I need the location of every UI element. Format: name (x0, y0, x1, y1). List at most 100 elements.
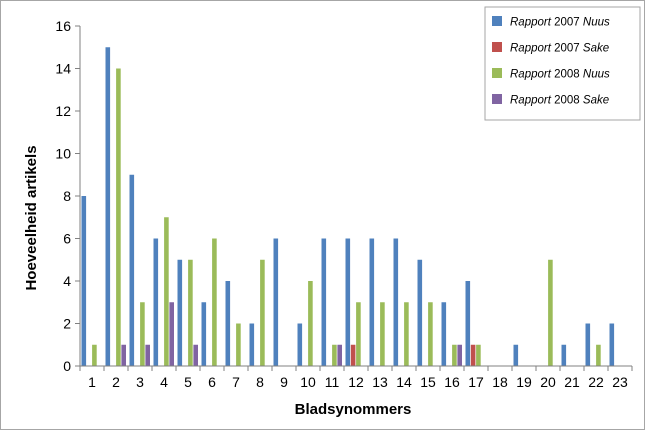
bar-series-0-cat-23 (610, 324, 615, 367)
bar-series-2-cat-16 (452, 345, 457, 366)
legend-label-prefix: Rapport (510, 17, 552, 29)
y-tick-label: 0 (63, 358, 71, 374)
legend-label-year: 2007 (551, 43, 583, 55)
x-tick-label: 10 (300, 374, 316, 390)
y-tick-label: 16 (55, 18, 71, 34)
bar-series-2-cat-1 (92, 345, 97, 366)
x-tick-label: 8 (256, 374, 264, 390)
bar-series-0-cat-6 (202, 302, 207, 366)
bar-series-3-cat-5 (193, 345, 198, 366)
x-tick-label: 11 (325, 374, 340, 390)
bar-series-0-cat-19 (514, 345, 519, 366)
legend-label-2: Rapport 2008 Nuus (510, 69, 610, 81)
legend-label-year: 2008 (551, 95, 583, 107)
bar-series-3-cat-16 (457, 345, 462, 366)
x-axis-title: Bladsynommers (295, 401, 412, 418)
bar-series-3-cat-3 (145, 345, 150, 366)
bar-series-2-cat-13 (380, 302, 385, 366)
legend-label-0: Rapport 2007 Nuus (510, 17, 610, 29)
bar-series-0-cat-3 (130, 175, 135, 366)
y-tick-label: 12 (55, 103, 71, 119)
bar-series-1-cat-12 (351, 345, 356, 366)
x-tick-label: 17 (468, 374, 484, 390)
x-tick-label: 13 (372, 374, 388, 390)
legend-swatch-0 (492, 16, 502, 26)
bar-series-2-cat-4 (164, 217, 169, 366)
bar-series-2-cat-14 (404, 302, 409, 366)
bar-series-2-cat-8 (260, 260, 265, 366)
bar-series-3-cat-4 (169, 302, 174, 366)
legend-label-suffix: Nuus (583, 17, 610, 29)
x-tick-label: 23 (612, 374, 628, 390)
legend-label-year: 2007 (551, 17, 583, 29)
bar-series-2-cat-11 (332, 345, 337, 366)
x-tick-label: 6 (208, 374, 216, 390)
bar-series-0-cat-8 (250, 324, 255, 367)
bar-series-2-cat-15 (428, 302, 433, 366)
y-axis-title: Hoeveelheid artikels (23, 145, 40, 290)
y-tick-label: 4 (63, 273, 71, 289)
x-tick-label: 12 (348, 374, 364, 390)
legend-label-1: Rapport 2007 Sake (510, 43, 609, 55)
bar-series-0-cat-1 (82, 196, 87, 366)
legend-swatch-3 (492, 94, 502, 104)
x-tick-label: 14 (396, 374, 412, 390)
y-tick-label: 14 (55, 61, 71, 77)
legend-label-suffix: Sake (583, 95, 609, 107)
bar-series-0-cat-5 (178, 260, 183, 366)
x-tick-label: 15 (420, 374, 436, 390)
bar-series-2-cat-7 (236, 324, 241, 367)
bar-series-0-cat-2 (106, 47, 111, 366)
x-tick-label: 9 (280, 374, 288, 390)
x-tick-label: 4 (160, 374, 168, 390)
bar-series-1-cat-17 (471, 345, 476, 366)
bar-series-0-cat-12 (346, 239, 351, 367)
bar-series-0-cat-16 (442, 302, 447, 366)
bar-series-2-cat-3 (140, 302, 145, 366)
y-tick-label: 8 (63, 188, 71, 204)
bar-series-0-cat-21 (562, 345, 567, 366)
x-tick-label: 19 (516, 374, 532, 390)
bar-series-0-cat-7 (226, 281, 231, 366)
bar-series-2-cat-22 (596, 345, 601, 366)
y-tick-labels: 0 2 4 6 8 10 12 14 16 (55, 18, 80, 374)
x-tick-label: 1 (88, 374, 96, 390)
legend-label-prefix: Rapport (510, 69, 552, 81)
bar-series-3-cat-2 (121, 345, 126, 366)
bar-series-2-cat-5 (188, 260, 193, 366)
bar-series-2-cat-6 (212, 239, 217, 367)
bar-series-3-cat-11 (337, 345, 342, 366)
x-tick-label: 2 (112, 374, 120, 390)
legend-swatch-1 (492, 42, 502, 52)
bar-series-0-cat-17 (466, 281, 471, 366)
bar-series-0-cat-10 (298, 324, 303, 367)
x-tick-label: 20 (540, 374, 556, 390)
bar-series-0-cat-15 (418, 260, 423, 366)
legend-label-3: Rapport 2008 Sake (510, 95, 609, 107)
bar-series-2-cat-17 (476, 345, 481, 366)
x-tick-labels: 1 2 3 4 5 6 7 8 9 10 11 12 13 14 15 16 17 18 19 20 21 22 23 (80, 366, 632, 390)
legend-swatch-2 (492, 68, 502, 78)
legend-label-suffix: Sake (583, 43, 609, 55)
x-tick-label: 18 (492, 374, 508, 390)
y-tick-label: 10 (55, 146, 71, 162)
bar-series-0-cat-4 (154, 239, 159, 367)
bar-series-0-cat-22 (586, 324, 591, 367)
bar-series-0-cat-13 (370, 239, 375, 367)
bar-series-0-cat-11 (322, 239, 327, 367)
bar-series-2-cat-10 (308, 281, 313, 366)
bar-series-0-cat-14 (394, 239, 399, 367)
x-tick-label: 7 (232, 374, 240, 390)
x-tick-label: 16 (444, 374, 460, 390)
x-tick-label: 3 (136, 374, 144, 390)
bar-series-2-cat-20 (548, 260, 553, 366)
x-tick-label: 22 (588, 374, 604, 390)
bar-series-2-cat-12 (356, 302, 361, 366)
y-tick-label: 2 (63, 316, 71, 332)
legend-label-suffix: Nuus (583, 69, 610, 81)
bar-series-0-cat-9 (274, 239, 279, 367)
x-tick-label: 5 (184, 374, 192, 390)
legend-label-prefix: Rapport (510, 43, 552, 55)
